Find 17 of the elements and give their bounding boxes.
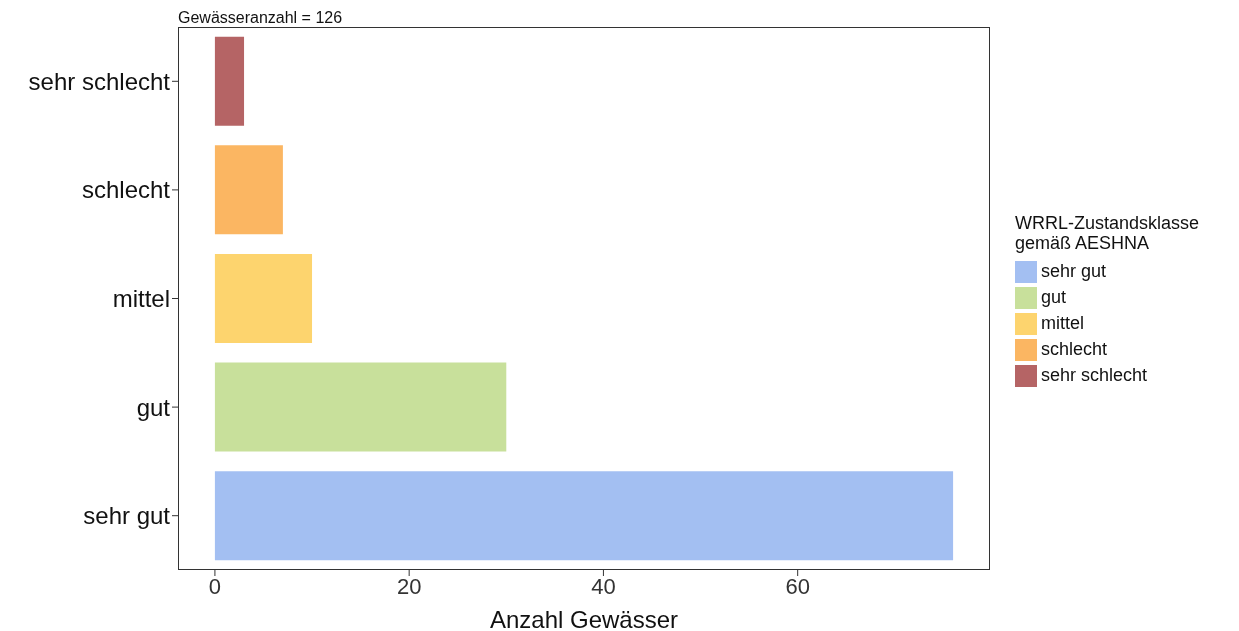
y-tick-label: sehr schlecht <box>28 67 171 95</box>
legend-title: WRRL-Zustandsklasse gemäß AESHNA <box>1015 213 1200 253</box>
x-tick-label: 60 <box>785 573 810 599</box>
x-tick-label: 40 <box>591 573 616 599</box>
x-axis-title: Anzahl Gewässer <box>489 606 679 631</box>
legend-label: mittel <box>1041 313 1085 333</box>
legend-label: gut <box>1041 287 1067 307</box>
y-tick-label: mittel <box>112 285 170 313</box>
legend-label: schlecht <box>1041 339 1108 359</box>
y-tick-label: sehr gut <box>83 502 171 530</box>
y-tick-label: schlecht <box>81 176 171 204</box>
y-tick-label: gut <box>136 393 171 421</box>
x-tick-label: 20 <box>396 573 422 599</box>
chart-title: Gewässeranzahl = 126 <box>178 9 343 27</box>
x-tick-label: 0 <box>208 573 222 599</box>
legend-label: sehr schlecht <box>1041 365 1148 385</box>
legend-label: sehr gut <box>1041 261 1107 281</box>
